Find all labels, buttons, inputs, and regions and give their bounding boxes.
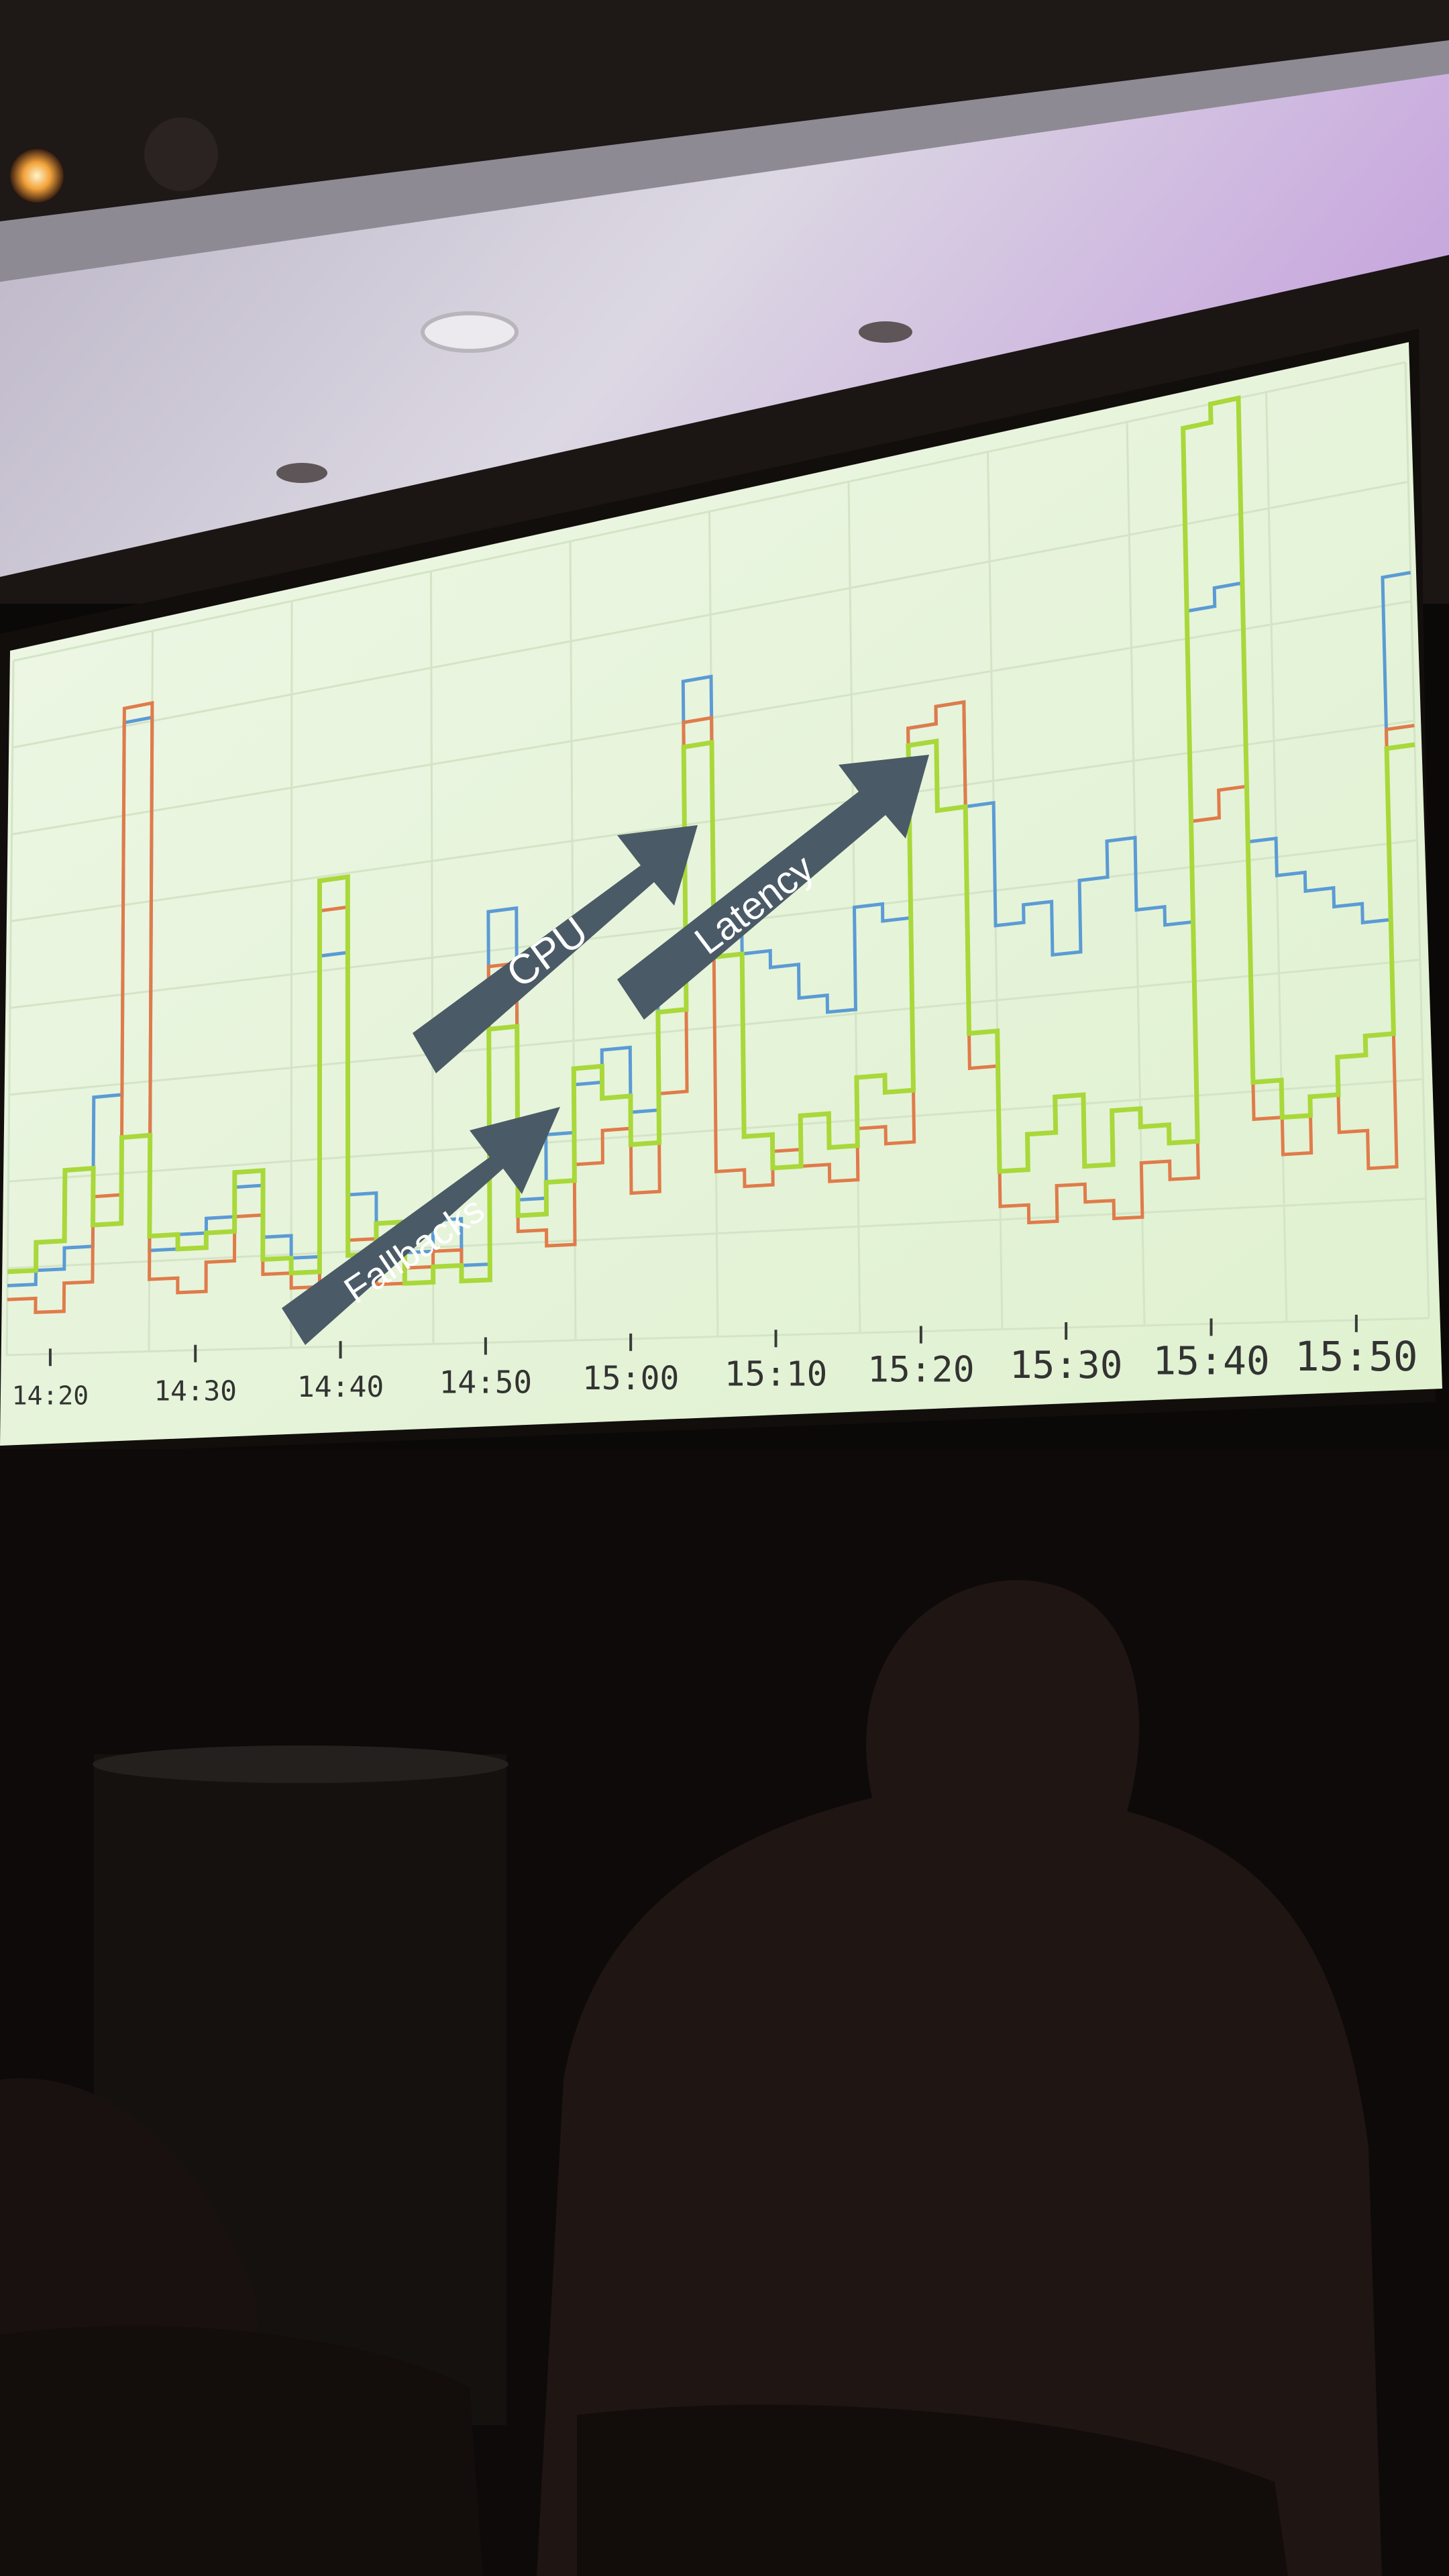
grid-line <box>12 480 1409 749</box>
ceiling <box>0 0 1449 604</box>
ceiling-light-icon <box>10 149 64 203</box>
x-tick-label: 14:30 <box>154 1375 237 1407</box>
x-tick-label: 15:10 <box>724 1354 828 1394</box>
x-tick-label: 14:50 <box>439 1364 532 1400</box>
x-tick-label: 15:00 <box>582 1360 680 1397</box>
ceiling-light-icon <box>276 463 327 483</box>
chair-back <box>0 2326 483 2576</box>
grid-line <box>13 361 1406 662</box>
x-tick-label: 15:50 <box>1295 1333 1418 1381</box>
chair-back <box>577 2404 1288 2576</box>
ceiling-vent-icon <box>421 311 519 353</box>
projection-screen: 14:20 14:30 14:40 14:50 15:00 15:10 15:20 15:30… <box>0 342 1442 1446</box>
x-tick-label: 15:40 <box>1152 1338 1270 1383</box>
series-line-3 <box>7 395 1415 1286</box>
grid-line <box>7 1197 1426 1270</box>
ceiling-light-icon <box>859 321 912 343</box>
x-tick-label: 14:40 <box>297 1371 384 1404</box>
x-tick-label: 14:20 <box>12 1381 89 1410</box>
audience-member <box>537 1580 1382 2576</box>
grid-line <box>6 1317 1430 1356</box>
ceiling-speaker-icon <box>144 117 218 191</box>
audience-area <box>0 1449 1449 2576</box>
x-tick-label: 15:20 <box>867 1350 975 1391</box>
x-tick-label: 15:30 <box>1010 1344 1123 1387</box>
chart-x-ticks: 14:20 14:30 14:40 14:50 15:00 15:10 15:20 15:30… <box>12 1314 1418 1410</box>
